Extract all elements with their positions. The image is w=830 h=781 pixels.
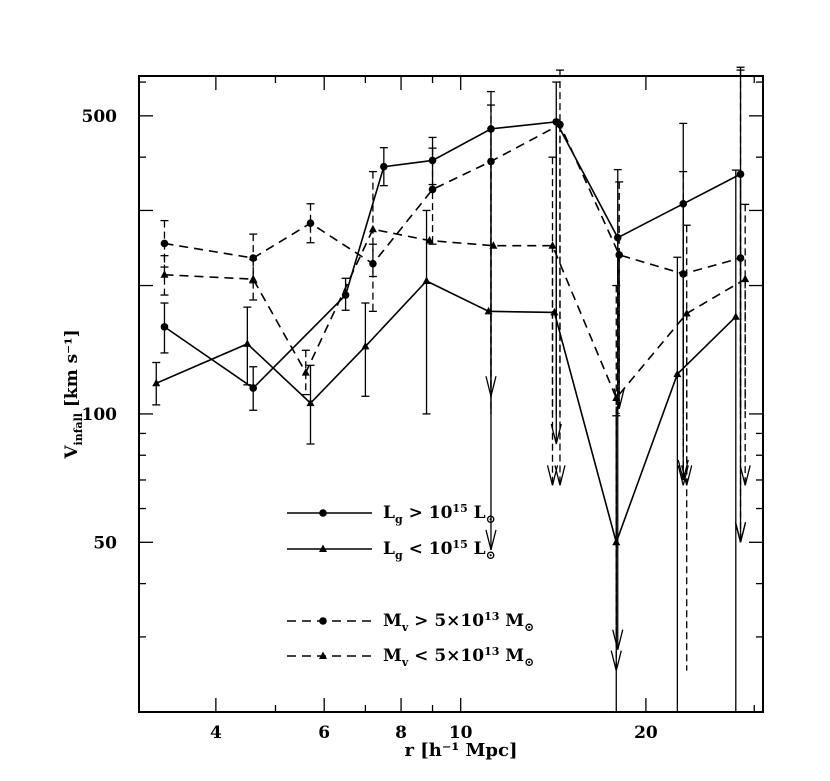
arrow-head: [546, 465, 559, 486]
x-axis-label: r [h⁻¹ Mpc]: [405, 740, 518, 761]
plot-frame: [138, 75, 764, 713]
data-point: [160, 270, 169, 278]
data-point: [489, 241, 498, 249]
arrow-head: [485, 529, 497, 551]
data-point: [613, 233, 622, 242]
series-3: [160, 69, 747, 543]
data-point: [612, 393, 621, 401]
arrow-head: [612, 629, 624, 650]
data-point: [319, 509, 327, 517]
data-point: [487, 157, 495, 166]
data-point: [425, 236, 434, 244]
plot-area: [138, 66, 764, 713]
x-tick-label: 10: [449, 723, 473, 743]
arrow-head: [550, 423, 562, 445]
data-point: [306, 398, 315, 407]
data-point: [160, 323, 169, 331]
legend-label: Lg > 1015 L⊙: [383, 502, 496, 526]
arrow-head: [734, 522, 747, 543]
legend-item-3: Mv > 5×1013 M⊙: [287, 610, 534, 634]
series-line: [155, 279, 737, 545]
series-1: [160, 66, 747, 650]
x-tick-label: 6: [318, 723, 330, 743]
y-tick-label: 100: [82, 405, 118, 425]
x-tick-label: 20: [634, 723, 658, 743]
x-tick-label: 4: [210, 723, 222, 743]
data-point: [679, 270, 688, 278]
data-point: [160, 239, 169, 248]
legend-item-4: Mv < 5×1013 M⊙: [287, 645, 534, 669]
data-point: [341, 291, 350, 299]
x-tick-label: 8: [395, 723, 407, 743]
data-point: [249, 274, 258, 283]
legend-label: Mv > 5×1013 M⊙: [383, 610, 534, 634]
arrow-head: [681, 465, 693, 486]
data-point: [422, 276, 431, 284]
data-point: [682, 308, 691, 317]
data-point: [380, 162, 388, 171]
series-line: [164, 121, 741, 390]
data-point: [548, 241, 557, 249]
arrow-head: [610, 650, 622, 671]
data-point: [679, 199, 688, 208]
data-point: [319, 544, 327, 552]
data-point: [615, 251, 624, 259]
data-point: [301, 368, 310, 376]
y-tick-label: 50: [93, 533, 117, 553]
data-point: [152, 378, 161, 387]
legend-item-1: Lg > 1015 L⊙: [287, 502, 496, 526]
legend-label: Lg < 1015 L⊙: [383, 538, 496, 562]
data-point: [731, 312, 740, 320]
legend-label: Mv < 5×1013 M⊙: [383, 645, 534, 669]
data-point: [428, 185, 437, 194]
data-point: [484, 306, 493, 315]
y-axis-label: Vinfall [km s⁻¹]: [62, 329, 85, 459]
arrow-head: [554, 465, 566, 486]
data-point: [368, 224, 377, 233]
arrow-head: [739, 465, 751, 486]
data-point: [673, 369, 682, 378]
data-point: [361, 341, 370, 350]
data-point: [736, 254, 745, 262]
series-2: [152, 169, 740, 712]
y-tick-label: 500: [82, 107, 118, 127]
series-line: [164, 123, 741, 275]
data-point: [319, 617, 327, 625]
axis-labels: 4 6 8 10 20 50 100 500 r [h⁻¹ Mpc] Vinfall [km s⁻…: [62, 107, 658, 761]
data-point: [243, 339, 252, 347]
arrow-head: [485, 376, 497, 397]
legend: Lg > 1015 L⊙ Lg < 1015 L⊙ Mv > 5×1013 M⊙ Mv…: [287, 502, 534, 669]
arrow-head: [677, 459, 689, 481]
series-4: [160, 156, 751, 671]
data-point: [249, 384, 258, 392]
data-point: [741, 274, 750, 283]
data-point: [306, 219, 315, 228]
data-point: [556, 120, 564, 129]
series-line: [164, 228, 746, 400]
data-point: [319, 651, 327, 659]
legend-item-2: Lg < 1015 L⊙: [287, 538, 496, 562]
